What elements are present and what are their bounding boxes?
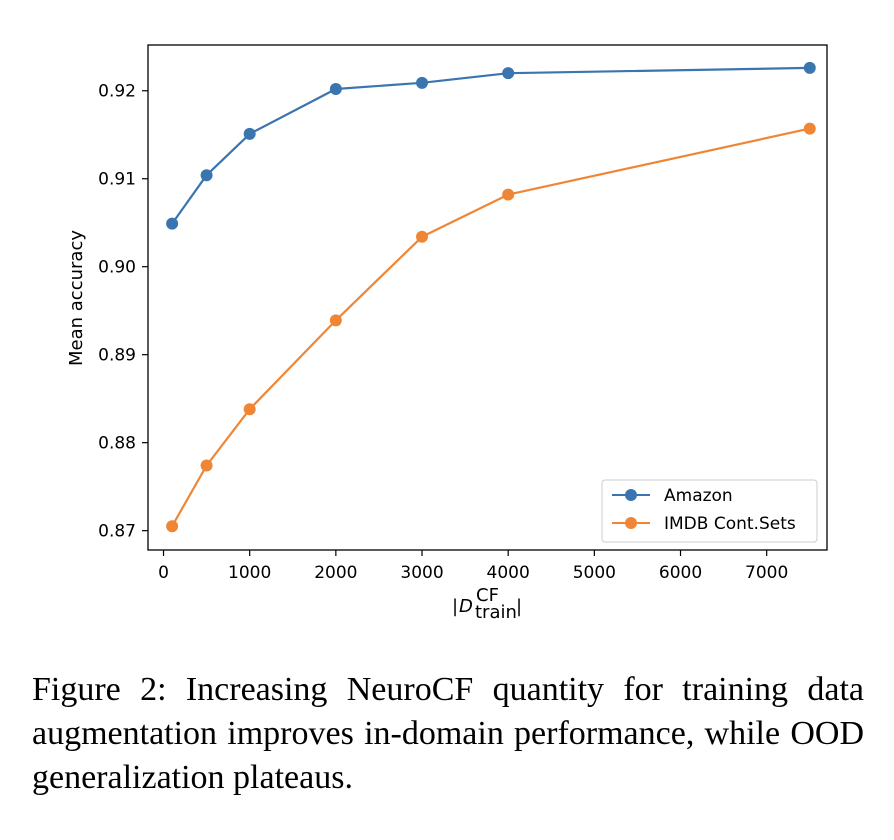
legend-box	[601, 479, 818, 543]
x-tick-label: 3000	[400, 563, 443, 583]
data-point-imdb-cont-sets	[803, 122, 816, 135]
legend-marker-amazon	[625, 489, 637, 501]
legend-entry-amazon: Amazon	[612, 486, 733, 506]
data-point-amazon	[416, 76, 429, 89]
data-point-imdb-cont-sets	[329, 314, 342, 327]
y-tick-label: 0.88	[98, 434, 136, 454]
data-point-imdb-cont-sets	[200, 459, 213, 472]
data-point-amazon	[502, 67, 515, 80]
legend-marker-imdb	[625, 517, 637, 529]
legend-entry-imdb: IMDB Cont.Sets	[612, 514, 796, 534]
y-tick-label: 0.89	[98, 346, 136, 366]
x-axis-label: | D CF train |	[452, 585, 522, 623]
x-label-right-bar: |	[516, 596, 522, 617]
data-point-imdb-cont-sets	[243, 403, 256, 416]
x-label-base: D	[459, 596, 473, 617]
line-chart: 0 1000 2000 3000 4000 5000 6000 7000 0.870.880.…	[66, 44, 828, 623]
series-line-amazon	[171, 66, 810, 225]
x-label-left-bar: |	[452, 596, 458, 617]
legend: Amazon IMDB Cont.Sets	[601, 479, 818, 543]
x-tick-label: 6000	[659, 563, 702, 583]
figure-caption: Figure 2: Increasing NeuroCF quantity fo…	[32, 671, 864, 796]
x-label-sub: train	[475, 602, 517, 623]
y-axis: 0.87 0.88 0.89 0.90 0.91 0.92	[98, 82, 148, 542]
data-point-imdb-cont-sets	[166, 520, 179, 533]
x-tick-label: 1000	[228, 563, 271, 583]
x-tick-label: 0	[158, 563, 169, 583]
y-tick-label: 0.92	[98, 82, 136, 102]
data-point-amazon	[243, 127, 256, 140]
x-tick-label: 4000	[487, 563, 530, 583]
x-tick-label: 5000	[573, 563, 616, 583]
plot-frame	[147, 44, 828, 551]
x-tick-label: 2000	[314, 563, 357, 583]
y-axis-label: Mean accuracy	[66, 230, 87, 366]
legend-label-imdb: IMDB Cont.Sets	[664, 514, 796, 534]
series-line-imdb-cont-sets	[171, 127, 811, 527]
series-amazon	[166, 61, 816, 230]
y-tick-label: 0.90	[98, 258, 136, 278]
legend-label-amazon: Amazon	[664, 486, 733, 506]
data-point-imdb-cont-sets	[502, 188, 515, 201]
y-tick-label: 0.87	[98, 522, 136, 542]
y-tick-label: 0.91	[98, 170, 136, 190]
x-label-sup: CF	[476, 585, 499, 606]
series-imdb-cont-sets	[166, 122, 816, 533]
x-tick-label: 7000	[745, 563, 788, 583]
data-point-amazon	[166, 217, 179, 230]
x-axis: 0 1000 2000 3000 4000 5000 6000 7000	[158, 550, 788, 583]
data-point-amazon	[329, 82, 342, 95]
data-point-amazon	[200, 169, 213, 182]
series-layer	[166, 61, 816, 533]
data-point-imdb-cont-sets	[416, 230, 429, 243]
data-point-amazon	[803, 61, 816, 74]
